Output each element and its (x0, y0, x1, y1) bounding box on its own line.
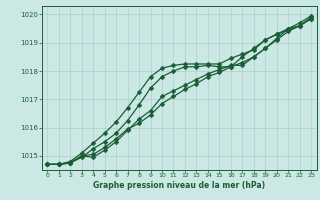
X-axis label: Graphe pression niveau de la mer (hPa): Graphe pression niveau de la mer (hPa) (93, 181, 265, 190)
